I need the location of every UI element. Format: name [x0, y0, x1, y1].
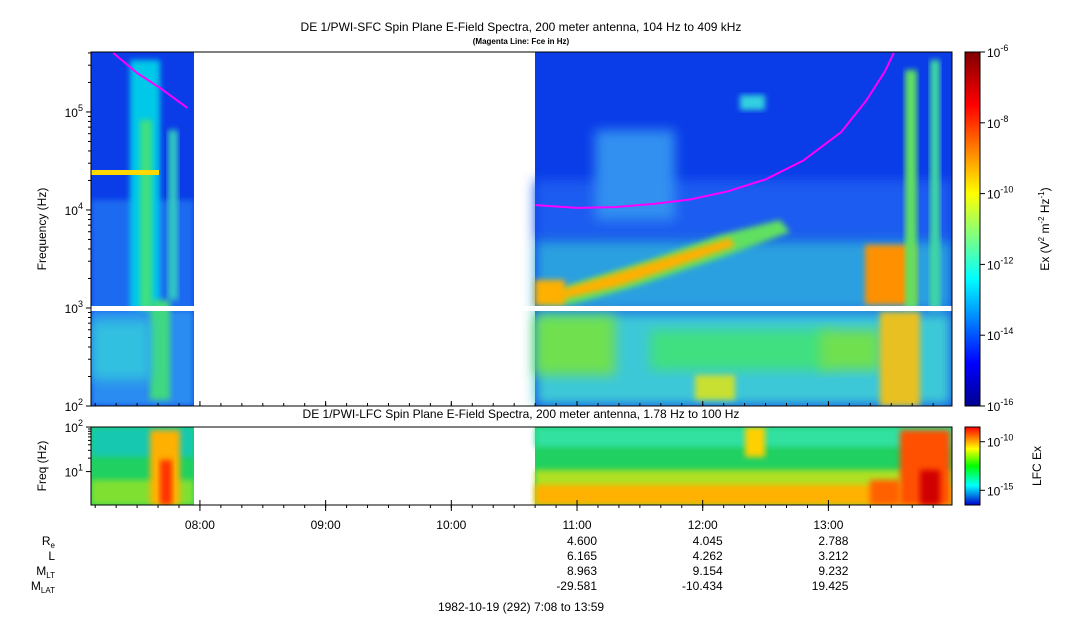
ephemeris-value: 19.425: [812, 579, 849, 593]
ephemeris-value: -10.434: [682, 579, 723, 593]
ephemeris-value: 4.600: [567, 534, 597, 548]
sfc-y-axis-label: Frequency (Hz): [35, 188, 49, 271]
sfc-colorbar-ticks: 10-6 10-8 10-10 10-12 10-14 10-16: [980, 43, 1013, 414]
ephemeris-value: -29.581: [556, 579, 597, 593]
sfc-colorbar-label: Ex (V2 m-2 Hz-1): [1037, 187, 1052, 270]
sfc-y-axis: 102 103 104 105: [65, 52, 91, 414]
sfc-data-gap: [194, 52, 535, 406]
lfc-colorbar-label: LFC Ex: [1030, 446, 1044, 486]
sfc-band-gap: [91, 306, 952, 311]
sfc-spectrogram: [91, 52, 952, 406]
sfc-cbar-tick-label: 10-8: [987, 114, 1008, 131]
time-tick-label: 10:00: [436, 518, 466, 532]
lfc-plot-frame: [90, 426, 953, 506]
lfc-colorbar: [964, 426, 981, 506]
lfc-cbar-tick-label: 10-15: [987, 481, 1013, 498]
time-tick-label: 08:00: [185, 518, 215, 532]
sfc-y-tick-label: 104: [65, 201, 83, 218]
fce-line: [112, 52, 188, 109]
ephemeris-row-label: MLAT: [31, 579, 55, 595]
time-tick-label: 09:00: [311, 518, 341, 532]
sfc-colorbar: [964, 51, 981, 407]
lfc-y-axis-label: Freq (Hz): [35, 441, 49, 492]
sfc-y-tick-label: 103: [65, 299, 83, 316]
lfc-colorbar-ticks: 10-10 10-15: [980, 433, 1013, 498]
time-range-caption: 1982-10-19 (292) 7:08 to 13:59: [438, 600, 604, 614]
time-tick-label: 12:00: [688, 518, 718, 532]
sfc-y-tick-label: 102: [65, 397, 83, 414]
sfc-cbar-tick-label: 10-16: [987, 397, 1013, 414]
ephemeris-value: 3.212: [818, 549, 848, 563]
sfc-plot-frame: [90, 51, 953, 407]
ephemeris-row-label: MLT: [36, 564, 55, 580]
time-axis: 08:00 09:00 10:00 11:00 12:00 13:00: [94, 401, 934, 532]
time-tick-label: 11:00: [562, 518, 591, 532]
sfc-subtitle: (Magenta Line: Fce in Hz): [473, 37, 570, 46]
sfc-y-tick-label: 105: [65, 103, 83, 120]
lfc-y-tick-label: 102: [65, 418, 83, 435]
lfc-data-gap: [194, 427, 535, 505]
ephemeris-table: Re 4.600 4.045 2.788 L 6.165 4.262 3.212 MLT 8.96…: [31, 534, 849, 595]
ephemeris-value: 4.262: [693, 549, 723, 563]
sfc-cbar-tick-label: 10-10: [987, 185, 1013, 202]
lfc-y-tick-label: 101: [65, 463, 83, 480]
ephemeris-value: 8.963: [567, 564, 597, 578]
lfc-cbar-tick-label: 10-10: [987, 433, 1013, 450]
ephemeris-value: 9.154: [693, 564, 723, 578]
sfc-cbar-tick-label: 10-12: [987, 255, 1013, 272]
ephemeris-value: 2.788: [818, 534, 848, 548]
sfc-right-block: [535, 52, 952, 406]
ephemeris-value: 9.232: [818, 564, 848, 578]
sfc-cbar-tick-label: 10-6: [987, 43, 1008, 60]
lfc-title: DE 1/PWI-LFC Spin Plane E-Field Spectra,…: [303, 407, 740, 421]
ephemeris-value: 6.165: [567, 549, 597, 563]
fce-line: [535, 52, 895, 209]
ephemeris-row-label: L: [48, 549, 55, 563]
sfc-title: DE 1/PWI-SFC Spin Plane E-Field Spectra,…: [301, 20, 742, 34]
ephemeris-value: 4.045: [693, 534, 723, 548]
lfc-y-axis: 101 102: [65, 418, 91, 480]
ephemeris-row-label: Re: [42, 534, 56, 550]
sfc-cbar-tick-label: 10-14: [987, 326, 1013, 343]
fce-line-group: [112, 52, 895, 209]
time-tick-label: 13:00: [813, 518, 843, 532]
lfc-spectrogram: [91, 427, 952, 505]
sfc-left-block: [91, 52, 194, 406]
